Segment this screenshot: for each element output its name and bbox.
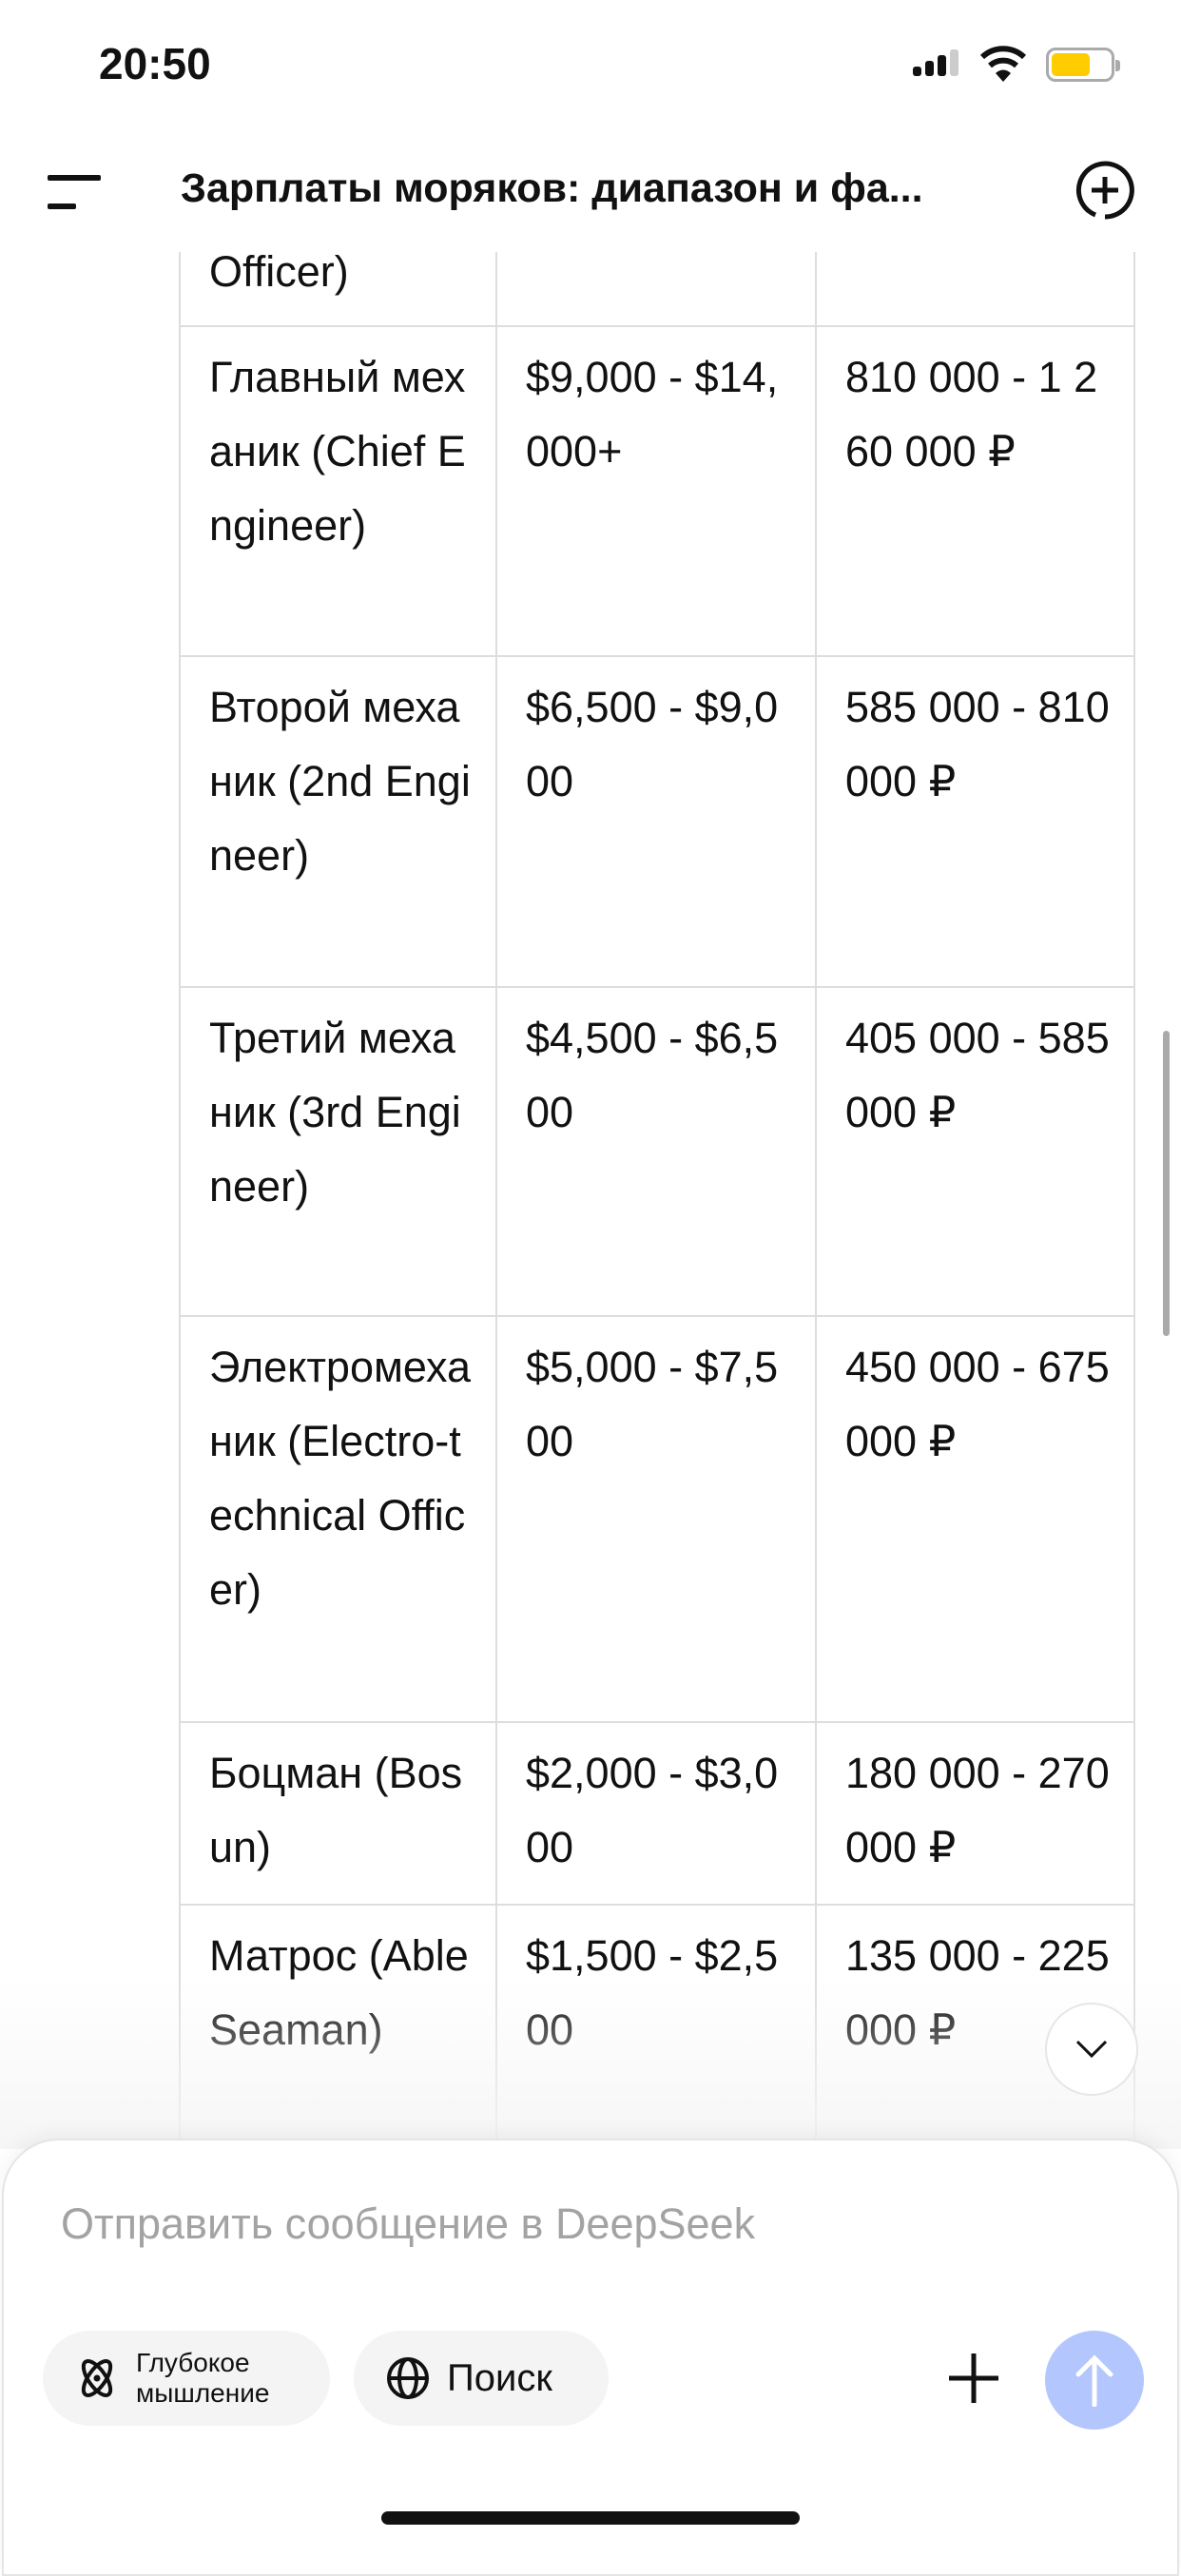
table-row: Второй механик (2nd Engineer) $6,500 - $9…: [179, 655, 1135, 988]
message-input[interactable]: Отправить сообщение в DeepSeek: [61, 2199, 756, 2248]
atom-icon: [81, 2359, 113, 2397]
salary-table: Officer) Главный механик (Chief Engineer…: [179, 252, 1135, 2140]
chevron-down-icon: [1075, 2040, 1108, 2059]
table-cell: $9,000 - $14,000+: [495, 325, 817, 657]
plus-circle-icon[interactable]: [1075, 160, 1135, 221]
fade-overlay: [0, 1978, 1181, 2149]
globe-icon: [387, 2357, 429, 2399]
table-cell: [495, 252, 817, 327]
status-bar: 20:50: [0, 0, 1181, 133]
clock: 20:50: [99, 39, 211, 88]
table-cell: $2,000 - $3,000: [495, 1721, 817, 1906]
table-cell: $4,500 - $6,500: [495, 986, 817, 1317]
table-cell: Главный механик (Chief Engineer): [179, 325, 497, 657]
wifi-icon: [979, 46, 1027, 82]
table-row: Главный механик (Chief Engineer) $9,000 -…: [179, 325, 1135, 657]
table-cell: Третий механик (3rd Engineer): [179, 986, 497, 1317]
arrow-up-icon: [1075, 2354, 1113, 2407]
header: Зарплаты моряков: диапазон и фа...: [0, 133, 1181, 252]
plus-icon[interactable]: [945, 2350, 1002, 2407]
table-row: Третий механик (3rd Engineer) $4,500 - $6…: [179, 986, 1135, 1317]
table-cell: $6,500 - $9,000: [495, 655, 817, 988]
table-cell: Электромеханик (Electro-technical Office…: [179, 1315, 497, 1723]
table-row: Officer): [179, 252, 1135, 327]
table-cell: Боцман (Bosun): [179, 1721, 497, 1906]
scroll-down-button[interactable]: [1045, 2003, 1138, 2096]
composer: Отправить сообщение в DeepSeek Глубокое …: [2, 2139, 1179, 2576]
search-label: Поиск: [447, 2356, 552, 2399]
send-button[interactable]: [1045, 2331, 1144, 2430]
search-button[interactable]: Поиск: [354, 2331, 609, 2426]
menu-icon[interactable]: [48, 171, 101, 213]
deep-think-button[interactable]: Глубокое мышление: [43, 2331, 330, 2426]
chat-title[interactable]: Зарплаты моряков: диапазон и фа...: [181, 165, 923, 211]
battery-icon: [1046, 48, 1120, 82]
home-indicator[interactable]: [381, 2511, 800, 2525]
chat-scroll-area[interactable]: Officer) Главный механик (Chief Engineer…: [0, 252, 1181, 2140]
table-row: Боцман (Bosun) $2,000 - $3,000 180 000 - 2…: [179, 1721, 1135, 1906]
table-cell: 585 000 - 810 000 ₽: [815, 655, 1135, 988]
table-cell: Второй механик (2nd Engineer): [179, 655, 497, 988]
table-row: Электромеханик (Electro-technical Office…: [179, 1315, 1135, 1723]
table-cell: Officer): [179, 252, 497, 327]
scrollbar[interactable]: [1163, 1031, 1170, 1336]
cellular-signal-icon: [913, 49, 958, 76]
table-cell: [815, 252, 1135, 327]
table-cell: 450 000 - 675 000 ₽: [815, 1315, 1135, 1723]
table-cell: 405 000 - 585 000 ₽: [815, 986, 1135, 1317]
table-cell: 180 000 - 270 000 ₽: [815, 1721, 1135, 1906]
deep-think-label: Глубокое мышление: [136, 2348, 270, 2408]
table-cell: 810 000 - 1 260 000 ₽: [815, 325, 1135, 657]
table-cell: $5,000 - $7,500: [495, 1315, 817, 1723]
